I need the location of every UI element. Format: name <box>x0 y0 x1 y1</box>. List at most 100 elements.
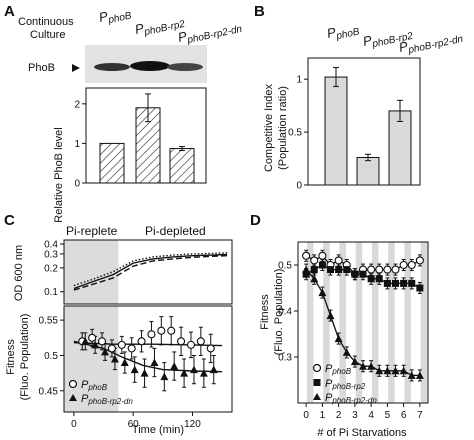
d-point-2-4 <box>335 266 343 274</box>
legend-d-2: PphoB-rp2 <box>325 378 366 391</box>
a-ytick-1-label: 1 <box>74 139 80 150</box>
c-fit-point-1-1 <box>88 333 97 342</box>
d-stripe-2 <box>339 242 346 403</box>
a-ytick-2-label: 2 <box>74 99 80 110</box>
d-point-3-6 <box>350 357 359 366</box>
d-point-3-7 <box>359 362 367 370</box>
c-fit-point-2-4 <box>120 358 129 367</box>
d-point-2-9 <box>375 275 383 283</box>
d-point-2-3 <box>327 266 334 274</box>
legend-open-circle-icon <box>68 379 78 389</box>
d-xtick-0-label: 0 <box>303 410 309 421</box>
b-bar-1 <box>324 76 348 186</box>
d-xtick-1-label: 1 <box>320 410 326 421</box>
c-od-ylabel: OD 600 nm <box>13 245 25 301</box>
d-point-2-11 <box>392 279 399 287</box>
d-point-3-1 <box>310 274 319 283</box>
d-xlabel: # of Pi Starvations <box>317 427 407 439</box>
panel-a-letter: A <box>4 3 15 20</box>
c-od-line-1 <box>73 253 228 290</box>
d-point-2-13 <box>408 279 416 287</box>
continuous-label: Continuous <box>18 16 74 28</box>
b-ytick-2-label: 1 <box>296 75 302 86</box>
c-od-line-2 <box>73 252 228 287</box>
c-fit-point-2-7 <box>150 358 159 367</box>
d-ylabel-2: (Fluo. Population) <box>273 269 285 356</box>
d-point-1-1 <box>310 256 319 265</box>
c-fit-ytick-0-label: 0.45 <box>39 386 59 397</box>
d-xtick-5-label: 5 <box>385 410 391 421</box>
c-fit-frame <box>63 305 233 413</box>
c-fit-point-2-10 <box>180 369 189 377</box>
d-stripe-1 <box>323 242 330 403</box>
pi-replete-label: Pi-replete <box>66 224 118 238</box>
d-point-1-2 <box>318 251 327 260</box>
b-ytick-0-label: 0 <box>296 181 302 192</box>
c-fit-point-2-0 <box>81 337 90 345</box>
phob-row-label: PhoB <box>28 62 55 74</box>
panel-b-letter: B <box>254 3 265 20</box>
legend-c-2: PphoB-rp2-dn <box>81 393 133 406</box>
d-point-2-10 <box>383 279 391 287</box>
d-xtick-2-label: 2 <box>336 410 342 421</box>
c-fit-point-2-13 <box>209 365 218 374</box>
c-fit-point-2-1 <box>91 340 100 349</box>
d-point-2-2 <box>318 261 326 269</box>
c-fit-point-1-3 <box>107 344 116 353</box>
arrowhead-icon <box>72 64 80 72</box>
c-fit-point-1-5 <box>127 344 136 353</box>
c-fit-point-1-10 <box>177 337 186 346</box>
c-fit-point-1-9 <box>167 326 176 335</box>
c-xtick-2-label: 120 <box>184 419 201 430</box>
panel-c-legend: PphoB PphoB-rp2-dn <box>68 379 133 406</box>
d-point-1-11 <box>391 265 400 274</box>
strain-label-a-3: PphoB-rp2-dn <box>177 17 244 48</box>
d-point-3-3 <box>326 311 335 320</box>
b-bar-2 <box>356 156 380 186</box>
d-point-3-10 <box>383 366 392 375</box>
strain-label-b-1: PphoB <box>326 20 361 44</box>
c-fit-point-1-7 <box>147 330 156 339</box>
culture-label: Culture <box>30 29 65 41</box>
d-plot-frame <box>297 241 429 404</box>
blot-band-2 <box>130 61 170 71</box>
d-point-2-6 <box>351 270 359 278</box>
c-fit-point-2-5 <box>130 365 139 374</box>
d-point-3-12 <box>399 366 408 375</box>
panel-c-charts: 0.1 0.2 0.30.4 0.45 0.5 0.55 0 60 120 <box>39 239 233 430</box>
c-fit-point-2-2 <box>101 347 110 356</box>
d-stripe-4 <box>371 242 379 403</box>
d-point-3-8 <box>367 362 376 370</box>
c-fit-point-1-11 <box>186 340 196 349</box>
c-fit-ytick-2-label: 0.55 <box>39 316 59 327</box>
c-fit-point-2-12 <box>199 369 208 377</box>
legend-open-circle-icon <box>312 363 322 373</box>
a-bar-3 <box>169 148 195 184</box>
legend-square-icon <box>313 379 321 386</box>
c-fit-point-2-3 <box>110 355 119 363</box>
blot-band-3 <box>167 63 203 71</box>
c-fit-point-1-4 <box>117 340 126 349</box>
b-ylabel-2: (Population ratio) <box>277 86 289 170</box>
legend-d-1: PphoB <box>325 363 352 376</box>
d-ytick-0-label: 0.3 <box>278 353 292 364</box>
d-point-3-5 <box>342 348 351 356</box>
c-xtick-1-label: 60 <box>128 419 140 430</box>
c-fit-ylabel-2: (Fluo. Population) <box>19 314 31 401</box>
a-ylabel: Relative PhoB level <box>53 127 65 222</box>
d-point-2-14 <box>416 284 424 292</box>
c-fit-point-2-6 <box>140 369 149 377</box>
c-fit-point-2-11 <box>189 365 198 374</box>
c-od-shaded-region <box>64 240 119 304</box>
legend-triangle-icon <box>69 394 77 401</box>
d-point-1-9 <box>375 265 384 274</box>
d-point-3-14 <box>415 371 424 379</box>
d-stripe-3 <box>355 242 363 403</box>
d-point-1-10 <box>383 265 392 274</box>
d-ylabel-1: Fitness <box>259 294 271 330</box>
b-ytick-1-label: 0.5 <box>288 128 302 139</box>
d-point-1-4 <box>334 256 343 265</box>
d-point-2-7 <box>359 270 367 278</box>
d-point-2-8 <box>367 275 375 283</box>
d-point-3-4 <box>334 334 343 343</box>
